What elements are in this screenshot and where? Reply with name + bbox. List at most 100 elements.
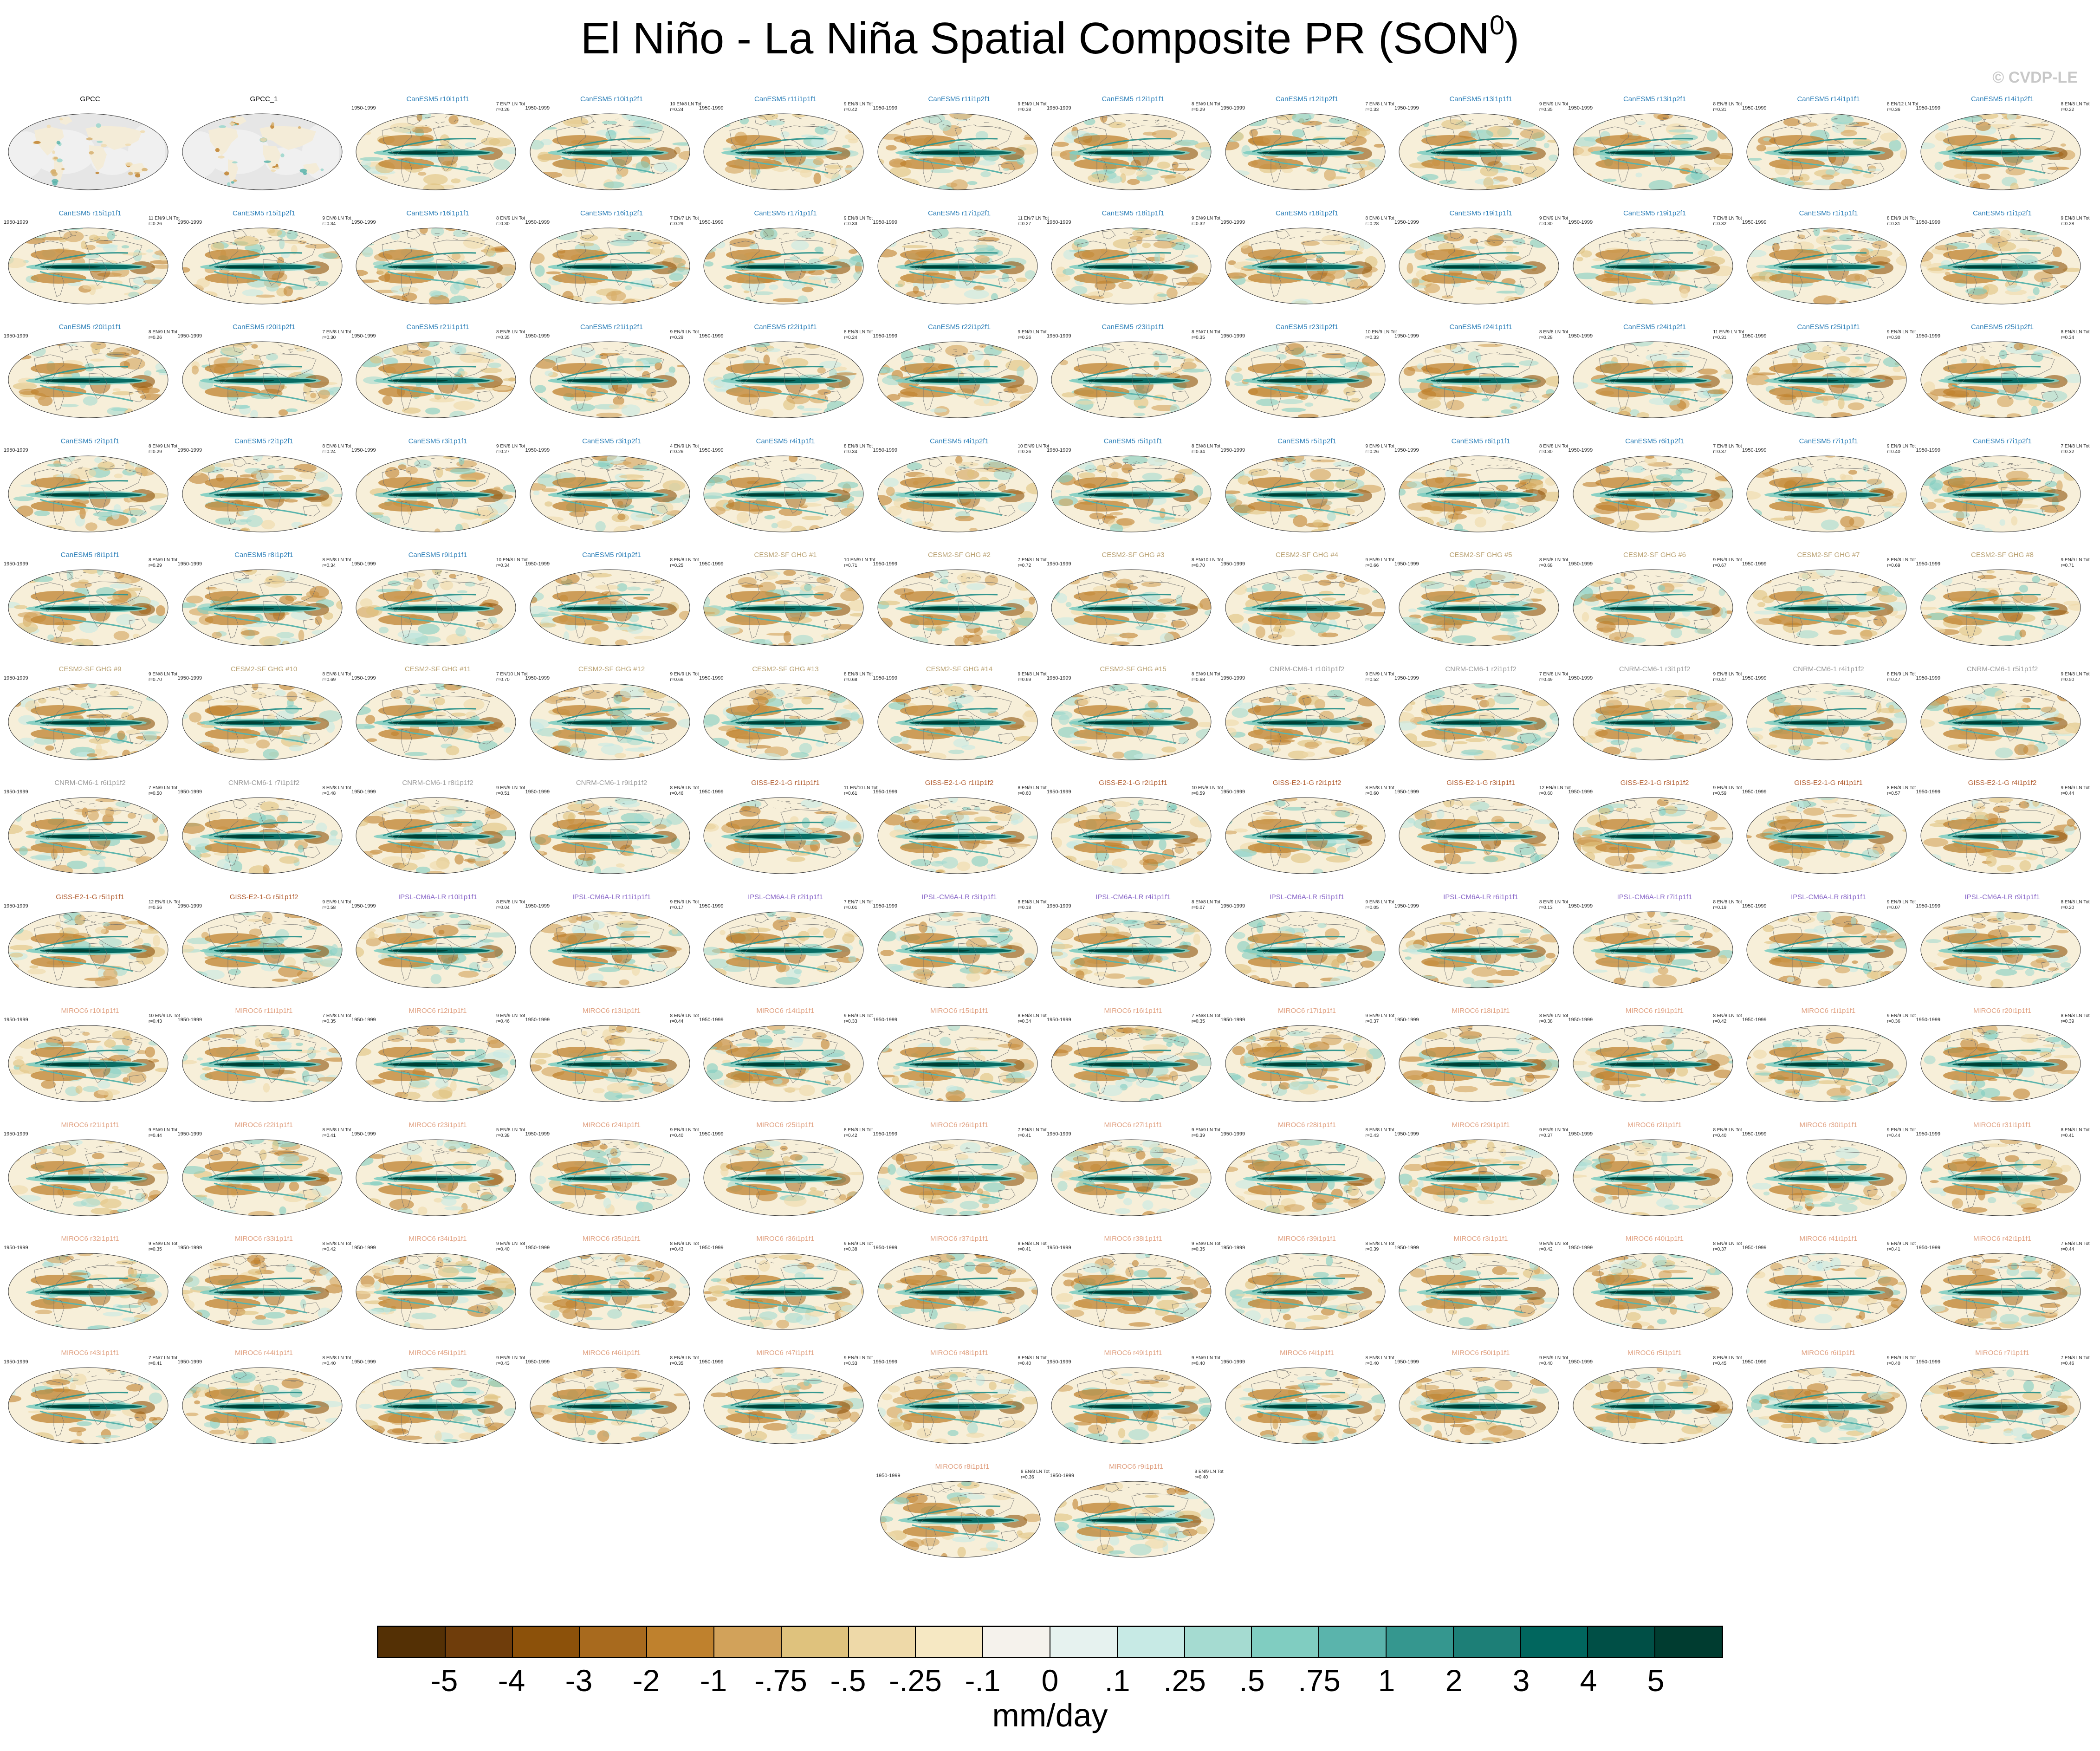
panel-title: MIROC6 r6i1p1f1 — [1801, 1349, 1856, 1357]
pattern-correlation: r=0.35 — [1192, 1019, 1205, 1024]
event-counts: 8 EN/8 LN Tot — [1365, 1127, 1394, 1133]
panel-stats: 11 EN/9 LN Tot r=0.26 — [149, 216, 180, 227]
colorbar-tick-label: -1 — [700, 1663, 727, 1698]
pattern-correlation: r=0.26 — [670, 449, 684, 454]
panel-stats: 8 EN/8 LN Tot r=0.68 — [1539, 558, 1568, 569]
pattern-correlation: r=0.40 — [1018, 1361, 1031, 1366]
colorbar-tick-label: .1 — [1104, 1663, 1130, 1698]
panel-title: MIROC6 r41i1p1f1 — [1799, 1235, 1858, 1243]
composite-map — [530, 1367, 690, 1444]
panel-stats: 9 EN/9 LN Tot r=0.67 — [1713, 558, 1742, 569]
panel-title: MIROC6 r42i1p1f1 — [1973, 1235, 2032, 1243]
composite-map — [356, 1025, 516, 1102]
event-counts: 8 EN/8 LN Tot — [1018, 1241, 1047, 1246]
map-panel: CanESM5 r12i1p2f1 1950-1999 7 EN/8 LN Tot r… — [1220, 95, 1394, 209]
event-counts: 9 EN/9 LN Tot — [670, 330, 699, 335]
panel-stats: 9 EN/9 LN Tot r=0.40 — [1887, 444, 1916, 455]
panel-period: 1950-1999 — [1220, 675, 1245, 681]
panel-title: CanESM5 r23i1p1f1 — [1102, 323, 1165, 331]
map-panel: CESM2-SF GHG #8 1950-1999 9 EN/9 LN Tot r=0… — [1915, 551, 2090, 665]
composite-map — [356, 569, 516, 646]
colorbar-tick-label: 5 — [1647, 1663, 1665, 1698]
composite-map — [8, 113, 169, 190]
panel-title: CESM2-SF GHG #13 — [752, 665, 819, 673]
colorbar-tick-label: 0 — [1041, 1663, 1059, 1698]
event-counts: 8 EN/8 LN Tot — [2061, 102, 2090, 107]
composite-map — [1225, 911, 1385, 988]
pattern-correlation: r=0.68 — [1539, 563, 1553, 568]
pattern-correlation: r=0.41 — [1887, 1247, 1900, 1252]
event-counts: 8 EN/8 LN Tot — [844, 330, 873, 335]
colorbar-units: mm/day — [992, 1697, 1108, 1733]
composite-map — [1399, 683, 1559, 760]
map-panel: IPSL-CM6A-LR r5i1p1f1 1950-1999 9 EN/8 LN … — [1220, 893, 1394, 1007]
map-panel: MIROC6 r41i1p1f1 1950-1999 9 EN/9 LN Tot r=… — [1741, 1235, 1916, 1349]
panel-stats: 4 EN/9 LN Tot r=0.26 — [670, 444, 699, 455]
composite-map — [356, 1139, 516, 1216]
panel-period: 1950-1999 — [1220, 447, 1245, 453]
panel-title: GISS-E2-1-G r4i1p1f1 — [1794, 779, 1863, 787]
colorbar-tick-label: 2 — [1445, 1663, 1463, 1698]
pattern-correlation: r=0.30 — [1887, 335, 1900, 340]
composite-map — [1920, 341, 2081, 418]
map-panel: CESM2-SF GHG #5 1950-1999 8 EN/8 LN Tot r=0… — [1394, 551, 1568, 665]
composite-map — [703, 113, 864, 190]
event-counts: 9 EN/9 LN Tot — [1192, 1241, 1221, 1246]
panel-stats: 9 EN/9 LN Tot r=0.71 — [2061, 558, 2090, 569]
panel-period: 1950-1999 — [177, 1245, 202, 1251]
event-counts: 10 EN/8 LN Tot — [1192, 785, 1223, 791]
colorbar-swatch — [916, 1627, 984, 1657]
map-panel: GISS-E2-1-G r3i1p1f1 1950-1999 12 EN/9 LN … — [1394, 779, 1571, 893]
panel-stats: 8 EN/8 LN Tot r=0.41 — [2061, 1128, 2090, 1139]
map-panel: CanESM5 r15i1p1f1 1950-1999 11 EN/9 LN Tot… — [3, 209, 180, 324]
panel-title: CanESM5 r14i1p2f1 — [1970, 95, 2034, 103]
pattern-correlation: r=0.51 — [496, 791, 510, 796]
pattern-correlation: r=0.36 — [1887, 1019, 1900, 1024]
pattern-correlation: r=0.13 — [1539, 905, 1553, 910]
panel-title: MIROC6 r2i1p1f1 — [1627, 1121, 1682, 1129]
panel-title: CanESM5 r8i1p1f1 — [60, 551, 120, 559]
composite-map — [877, 911, 1037, 988]
panel-period: 1950-1999 — [1394, 1017, 1419, 1023]
panel-stats: 9 EN/9 LN Tot r=0.33 — [844, 1355, 873, 1367]
composite-map — [1573, 1139, 1733, 1216]
composite-map — [8, 569, 169, 646]
event-counts: 9 EN/9 LN Tot — [1887, 899, 1916, 905]
panel-period: 1950-1999 — [1742, 1017, 1767, 1023]
panel-stats: 10 EN/8 LN Tot r=0.59 — [1192, 785, 1223, 797]
event-counts: 8 EN/9 LN Tot — [1192, 102, 1221, 107]
panel-stats: 9 EN/8 LN Tot r=0.70 — [149, 672, 177, 683]
panel-title: MIROC6 r25i1p1f1 — [756, 1121, 815, 1129]
panel-title: CanESM5 r10i1p1f1 — [406, 95, 469, 103]
panel-title: MIROC6 r37i1p1f1 — [930, 1235, 989, 1243]
event-counts: 10 EN/9 LN Tot — [1365, 330, 1397, 335]
colorbar-tick-label: -.75 — [754, 1663, 807, 1698]
composite-map — [1920, 1367, 2081, 1444]
composite-map — [1746, 227, 1907, 304]
panel-period: 1950-1999 — [1916, 447, 1941, 453]
panel-stats: 9 EN/9 LN Tot r=0.38 — [844, 1241, 873, 1252]
pattern-correlation: r=0.34 — [844, 449, 857, 454]
composite-map — [1920, 227, 2081, 304]
panel-title: MIROC6 r39i1p1f1 — [1277, 1235, 1336, 1243]
map-panel: MIROC6 r12i1p1f1 1950-1999 9 EN/9 LN Tot r=… — [350, 1007, 525, 1121]
panel-title: MIROC6 r24i1p1f1 — [582, 1121, 641, 1129]
event-counts: 8 EN/8 LN Tot — [670, 1241, 699, 1246]
composite-map — [1051, 797, 1212, 874]
panel-stats: 9 EN/8 LN Tot r=0.50 — [2061, 672, 2090, 683]
panel-period: 1950-1999 — [1220, 903, 1245, 909]
event-counts: 8 EN/8 LN Tot — [322, 1241, 351, 1246]
panel-period: 1950-1999 — [4, 1245, 28, 1251]
map-panel: GISS-E2-1-G r3i1p1f2 1950-1999 9 EN/9 LN T… — [1568, 779, 1742, 893]
composite-map — [1399, 455, 1559, 532]
pattern-correlation: r=0.25 — [670, 563, 684, 568]
panel-period: 1950-1999 — [177, 447, 202, 453]
colorbar-tick-label: -.5 — [830, 1663, 866, 1698]
composite-map — [1920, 569, 2081, 646]
map-panel: CanESM5 r18i1p1f1 1950-1999 9 EN/9 LN Tot r… — [1046, 209, 1220, 324]
panel-period: 1950-1999 — [699, 1131, 724, 1137]
panel-stats: 9 EN/9 LN Tot r=0.44 — [149, 1128, 177, 1139]
panel-stats: 8 EN/9 LN Tot r=0.47 — [1887, 672, 1916, 683]
pattern-correlation: r=0.40 — [1887, 449, 1900, 454]
panel-period: 1950-1999 — [1916, 1131, 1941, 1137]
